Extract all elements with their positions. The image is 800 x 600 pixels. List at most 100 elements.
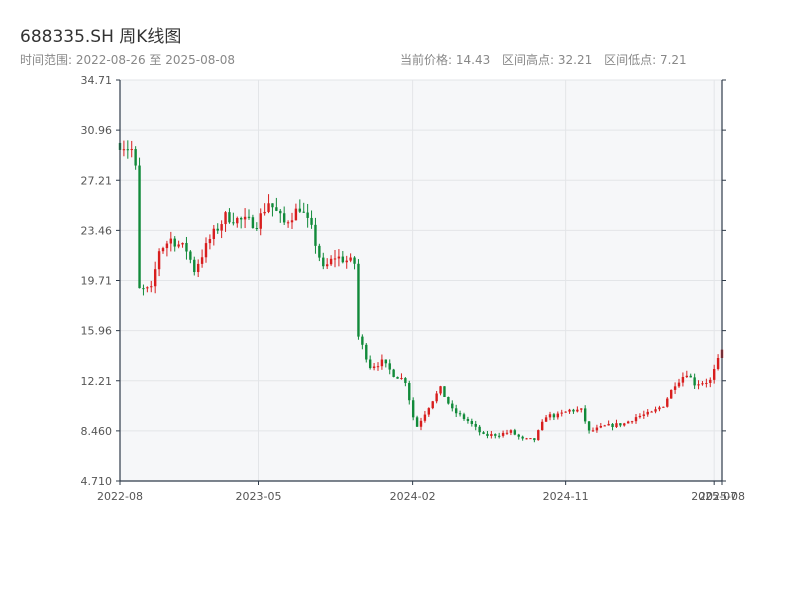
candle-body — [228, 212, 231, 223]
candle-body — [263, 211, 266, 214]
candle-body — [126, 149, 130, 151]
candle-body — [247, 216, 251, 218]
candle-body — [583, 408, 587, 422]
candle-body — [267, 203, 270, 212]
candle-body — [423, 414, 427, 421]
candle-body — [497, 435, 501, 437]
candle-body — [232, 222, 235, 224]
x-tick-label: 2025-08 — [699, 490, 745, 503]
candle-body — [572, 409, 575, 412]
candle-body — [150, 286, 153, 288]
candle-body — [146, 287, 149, 289]
candle-body — [470, 421, 474, 424]
candle-body — [275, 207, 278, 211]
candle-body — [454, 408, 458, 414]
candle-body — [415, 417, 419, 427]
candle-body — [208, 239, 212, 244]
candle-body — [216, 228, 219, 231]
candle-body — [361, 336, 364, 345]
candle-body — [544, 417, 548, 422]
candle-body — [384, 359, 388, 364]
candle-body — [196, 263, 200, 273]
candle-body — [322, 257, 325, 267]
candle-body — [521, 436, 524, 439]
candle-body — [494, 434, 497, 436]
candle-body — [435, 393, 438, 402]
candle-body — [466, 418, 470, 422]
candle-body — [474, 423, 477, 427]
candle-body — [302, 211, 305, 213]
candle-body — [200, 257, 204, 264]
candle-body — [650, 411, 653, 413]
candle-body — [271, 203, 274, 208]
candle-body — [419, 420, 423, 427]
candle-body — [439, 386, 442, 394]
range-low: 区间低点: 7.21 — [604, 53, 687, 67]
y-tick-label: 15.96 — [81, 325, 113, 338]
candle-body — [509, 430, 513, 433]
candle-body — [599, 426, 603, 428]
candle-body — [486, 433, 489, 436]
price-summary: 当前价格: 14.43 区间高点: 32.21 区间低点: 7.21 — [400, 51, 687, 68]
candle-body — [677, 382, 681, 387]
candle-body — [638, 415, 642, 418]
candle-body — [673, 386, 677, 390]
candle-body — [345, 260, 348, 263]
candle-body — [607, 423, 610, 426]
candle-body — [697, 384, 700, 386]
candle-body — [259, 213, 262, 229]
candle-body — [243, 216, 247, 220]
candle-body — [564, 411, 567, 413]
candles — [118, 131, 724, 443]
candle-body — [591, 430, 595, 432]
x-tick-label: 2022-08 — [97, 490, 143, 503]
candle-body — [712, 369, 716, 380]
candle-body — [669, 389, 673, 399]
candle-body — [341, 256, 345, 263]
candle-body — [298, 208, 302, 212]
y-tick-label: 27.21 — [81, 174, 113, 187]
candle-body — [654, 409, 657, 412]
candle-body — [615, 423, 618, 428]
candle-body — [314, 224, 317, 246]
candle-body — [181, 242, 184, 245]
candle-body — [587, 421, 591, 431]
candle-body — [153, 269, 157, 287]
candle-body — [576, 409, 579, 412]
candle-body — [279, 210, 282, 214]
candle-body — [658, 407, 661, 410]
chart-title: 688335.SH 周K线图 — [20, 27, 182, 47]
candle-body — [400, 378, 403, 380]
candle-body — [282, 213, 286, 223]
candle-body — [161, 248, 165, 252]
candle-body — [122, 149, 126, 151]
candle-body — [693, 377, 696, 386]
y-tick-label: 8.460 — [81, 425, 113, 438]
candle-body — [142, 288, 145, 290]
candle-body — [236, 217, 239, 224]
candle-body — [193, 259, 196, 273]
candle-body — [392, 369, 395, 377]
candle-body — [239, 217, 243, 220]
candle-body — [318, 245, 321, 258]
candle-body — [212, 228, 216, 240]
candle-body — [619, 423, 622, 426]
candle-body — [462, 414, 466, 419]
candle-body — [353, 257, 356, 264]
candle-body — [411, 400, 415, 418]
candle-body — [451, 403, 454, 409]
candle-body — [626, 421, 630, 424]
x-tick-label: 2024-02 — [390, 490, 436, 503]
y-tick-label: 19.71 — [81, 275, 113, 288]
candle-body — [705, 382, 708, 384]
candle-body — [134, 149, 137, 166]
candle-body — [681, 377, 685, 383]
candle-body — [552, 414, 556, 418]
candle-body — [513, 430, 517, 435]
candle-body — [365, 344, 368, 360]
candle-body — [349, 257, 352, 261]
candle-body — [646, 411, 649, 415]
candle-body — [325, 264, 329, 267]
candle-body — [368, 359, 372, 369]
candle-body — [251, 217, 255, 228]
